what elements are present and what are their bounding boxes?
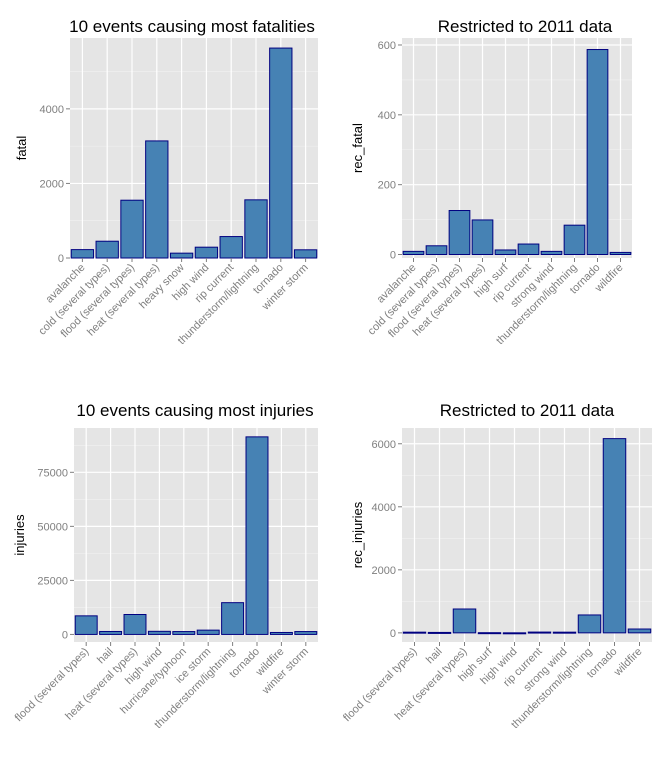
chart-title: 10 events causing most injuries [76,401,313,420]
bar [95,240,119,259]
y-axis-label: rec_injuries [350,501,365,568]
y-tick-label: 400 [378,110,396,122]
bar [452,608,477,634]
chart-title: 10 events causing most fatalities [69,17,315,36]
bar [527,631,552,634]
y-tick-label: 50000 [37,521,68,533]
y-axis-label: injuries [12,514,27,556]
x-tick-label: hail [424,646,445,667]
x-tick-label: hail [95,646,116,667]
bar [99,630,123,635]
bar [145,140,169,259]
y-tick-label: 4000 [40,104,64,116]
y-tick-label: 4000 [372,502,396,514]
bar [244,199,268,259]
bar [221,602,245,635]
bar [169,252,194,259]
y-tick-label: 600 [378,40,396,52]
bar [123,614,147,635]
bar [269,631,293,635]
bar [293,249,318,259]
y-axis-label: rec_fatal [350,123,365,173]
y-tick-label: 2000 [40,178,64,190]
y-tick-label: 0 [58,253,64,265]
bar [294,631,318,635]
bar [477,632,502,635]
bar [147,630,171,635]
bar [70,249,95,259]
bar [196,629,220,635]
bar [194,246,219,259]
y-tick-label: 25000 [37,575,68,587]
bar [540,250,563,256]
y-tick-label: 0 [62,629,68,641]
bar [120,199,144,259]
bar [602,438,627,634]
y-tick-label: 6000 [372,439,396,451]
bar [425,245,448,256]
bar [172,631,196,635]
chart-title: Restricted to 2011 data [438,17,613,36]
bar [577,614,602,634]
bar [427,631,452,634]
x-tick-label: wildfire [611,646,644,679]
bar [502,632,527,635]
bar [586,49,609,256]
bar [269,47,293,259]
y-tick-label: 0 [390,250,396,262]
bar [609,251,632,256]
bar [627,628,652,634]
bar [448,210,471,256]
y-tick-label: 75000 [37,467,68,479]
y-tick-label: 2000 [372,565,396,577]
bar [219,236,243,259]
y-axis-label: fatal [14,136,29,161]
y-tick-label: 0 [390,628,396,640]
bar [494,249,517,256]
plot-background [74,428,318,642]
bar [402,250,425,256]
y-tick-label: 200 [378,180,396,192]
chart-title: Restricted to 2011 data [440,401,615,420]
bar [517,243,540,256]
bar [563,224,586,256]
bar [402,631,427,634]
bar [245,436,269,635]
bar [74,615,98,635]
bar [471,219,494,256]
bar [552,631,577,634]
